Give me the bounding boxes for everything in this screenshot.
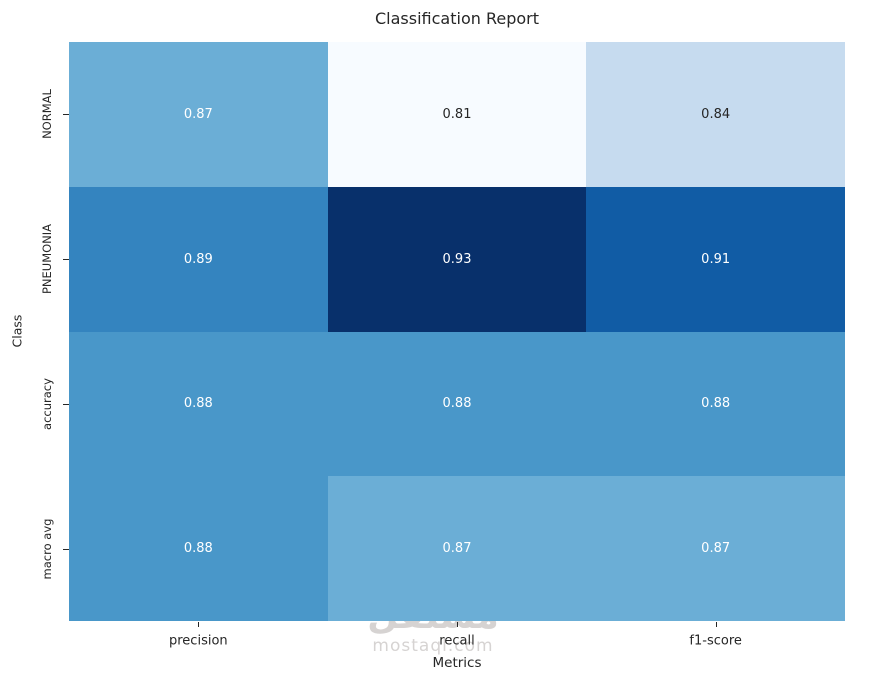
x-tick-label: f1-score bbox=[689, 633, 742, 649]
x-tick-label: recall bbox=[439, 633, 475, 649]
y-axis-label: Class bbox=[9, 314, 25, 348]
heatmap-cell: 0.88 bbox=[327, 331, 587, 477]
y-tick-label: macro avg bbox=[40, 518, 54, 580]
heatmap-cell: 0.87 bbox=[586, 476, 845, 621]
y-tick-label: PNEUMONIA bbox=[40, 224, 54, 295]
y-tick-mark bbox=[63, 259, 69, 261]
heatmap-cell: 0.89 bbox=[69, 186, 328, 332]
x-tick-label: precision bbox=[169, 633, 228, 649]
y-tick-mark bbox=[63, 548, 69, 550]
y-tick-label: NORMAL bbox=[40, 89, 54, 140]
x-axis-label: Metrics bbox=[432, 655, 482, 671]
heatmap-cell: 0.88 bbox=[586, 331, 845, 477]
heatmap-cell: 0.87 bbox=[327, 476, 587, 621]
heatmap-cell: 0.84 bbox=[586, 42, 845, 187]
chart-title: Classification Report bbox=[375, 9, 539, 28]
heatmap-cell: 0.93 bbox=[327, 186, 587, 332]
x-tick-mark bbox=[715, 622, 717, 627]
heatmap-cell: 0.88 bbox=[69, 331, 328, 477]
heatmap-cell: 0.87 bbox=[69, 42, 328, 187]
y-tick-mark bbox=[63, 403, 69, 405]
x-tick-mark bbox=[457, 622, 458, 627]
watermark-domain-text: mostaql.com bbox=[372, 636, 494, 656]
heatmap-cell: 0.81 bbox=[327, 42, 587, 187]
y-tick-mark bbox=[63, 114, 69, 116]
heatmap-cell: 0.91 bbox=[586, 186, 845, 332]
heatmap-grid: 0.87 0.81 0.84 0.89 0.93 0.91 0.88 0.88 0.88 0.88… bbox=[69, 42, 845, 621]
y-tick-label: accuracy bbox=[40, 377, 54, 430]
x-tick-mark bbox=[198, 622, 200, 627]
heatmap-cell: 0.88 bbox=[69, 476, 328, 621]
